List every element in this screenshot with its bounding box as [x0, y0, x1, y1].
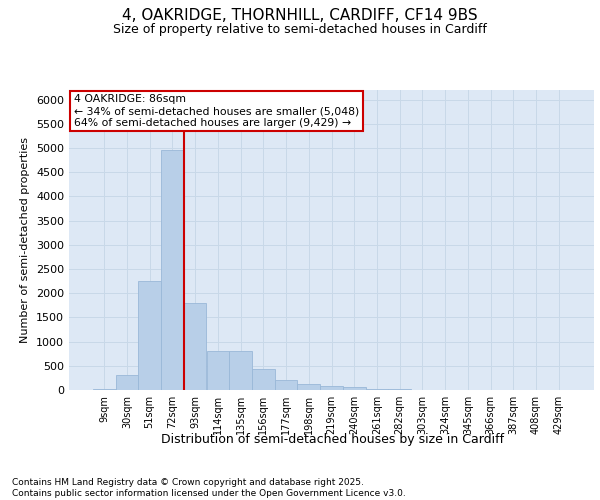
- Bar: [275, 380, 298, 390]
- Bar: [116, 375, 139, 390]
- Bar: [161, 150, 184, 390]
- Bar: [365, 389, 388, 390]
- Y-axis label: Number of semi-detached properties: Number of semi-detached properties: [20, 137, 31, 343]
- Bar: [184, 303, 206, 390]
- Text: 4, OAKRIDGE, THORNHILL, CARDIFF, CF14 9BS: 4, OAKRIDGE, THORNHILL, CARDIFF, CF14 9B…: [122, 8, 478, 22]
- Bar: [139, 281, 161, 390]
- Bar: [343, 388, 365, 390]
- Text: Contains HM Land Registry data © Crown copyright and database right 2025.
Contai: Contains HM Land Registry data © Crown c…: [12, 478, 406, 498]
- Bar: [93, 389, 116, 390]
- Bar: [252, 369, 275, 390]
- Text: 4 OAKRIDGE: 86sqm
← 34% of semi-detached houses are smaller (5,048)
64% of semi-: 4 OAKRIDGE: 86sqm ← 34% of semi-detached…: [74, 94, 359, 128]
- Bar: [206, 352, 229, 390]
- Text: Size of property relative to semi-detached houses in Cardiff: Size of property relative to semi-detach…: [113, 22, 487, 36]
- Bar: [229, 352, 252, 390]
- Text: Distribution of semi-detached houses by size in Cardiff: Distribution of semi-detached houses by …: [161, 432, 505, 446]
- Bar: [298, 384, 320, 390]
- Bar: [320, 386, 343, 390]
